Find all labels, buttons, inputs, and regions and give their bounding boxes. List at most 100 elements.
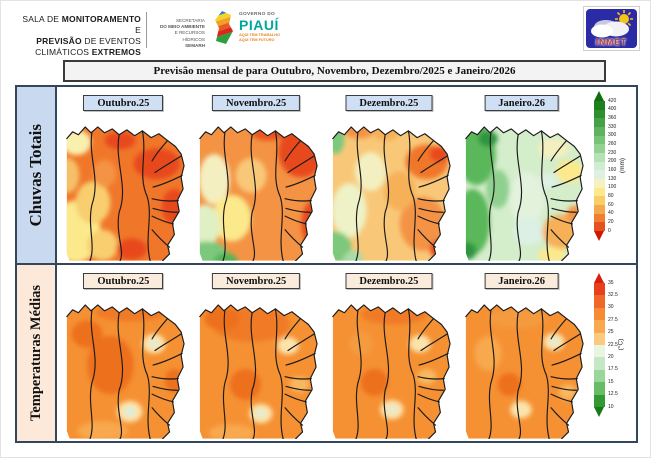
colorbar-tick: 32.5 (608, 291, 618, 298)
header: SALA DE MONITORAMENTO E PREVISÃO DE EVENT… (1, 1, 650, 57)
colorbar-tick: 80 (608, 192, 614, 199)
bulletin-title: Previsão mensal de para Outubro, Novembr… (153, 65, 516, 77)
title-bar: Previsão mensal de para Outubro, Novembr… (63, 60, 606, 82)
map-panel: Dezembro.25 (323, 87, 456, 263)
colorbar-tick: 420 (608, 97, 617, 104)
row-title-temperaturas: Temperaturas Médias (27, 285, 44, 421)
colorbar-segment (594, 144, 605, 154)
map-panel: Novembro.25 (190, 265, 323, 441)
colorbar-segment (594, 394, 605, 408)
header-text-line: SEMARH (185, 42, 205, 48)
month-label: Novembro.25 (212, 273, 301, 289)
colorbar-tick: 30 (608, 304, 614, 311)
forecast-map-temp-Dezembro.25 (332, 304, 451, 439)
colorbar-tick: 25 (608, 329, 614, 336)
month-label: Janeiro.26 (484, 273, 560, 289)
colorbar-tick: 160 (608, 166, 617, 173)
colorbar-segment (594, 222, 605, 232)
colorbar-tick: 20 (608, 353, 614, 360)
colorbar-temp: 35 32.5 30 27.5 25 22.5 20 17.5 15 12.5 10 (°C) (588, 265, 636, 441)
colorbar-arrow-bottom (594, 407, 604, 417)
colorbar-tick: 260 (608, 140, 617, 147)
colorbar-segment (594, 382, 605, 396)
forecast-map-precip-Outubro.25 (66, 126, 186, 261)
colorbar-tick: 330 (608, 123, 617, 130)
colorbar-tick: 300 (608, 132, 617, 139)
colorbar-segment (594, 101, 605, 111)
inmet-wordmark: INMET (595, 37, 628, 47)
inmet-logo-box: INMET (586, 9, 637, 48)
row-title-chuvas: Chuvas Totais (26, 123, 45, 227)
colorbar-arrow-bottom (594, 231, 604, 241)
colorbar-segment (594, 109, 605, 119)
header-divider (146, 12, 147, 48)
colorbar-segment (594, 332, 605, 346)
colorbar-tick: 360 (608, 114, 617, 121)
row-temperaturas-medias: Temperaturas Médias Outubro.25 Novembro.2… (15, 263, 638, 443)
month-label: Outubro.25 (83, 95, 164, 111)
piaui-tagline-1: AQUI TEM TRABALHO (239, 33, 280, 38)
colorbar-segment (594, 369, 605, 383)
month-label: Dezembro.25 (345, 273, 433, 289)
month-label: Outubro.25 (83, 273, 164, 289)
colorbar-segment (594, 118, 605, 128)
header-text-line: PREVISÃO DE EVENTOS (36, 36, 141, 47)
colorbar-segment (594, 295, 605, 309)
colorbar-unit: (°C) (617, 338, 625, 351)
map-panel: Janeiro.26 (455, 265, 588, 441)
month-label: Novembro.25 (212, 95, 301, 111)
colorbar-tick: 200 (608, 158, 617, 165)
row-chuvas-totais: Chuvas Totais Outubro.25 Novembro.25 Dezem… (15, 85, 638, 265)
colorbar-tick: 20 (608, 218, 614, 225)
colorbar-tick: 35 (608, 279, 614, 286)
sala-monitoramento-title: SALA DE MONITORAMENTO E PREVISÃO DE EVENT… (19, 14, 141, 58)
governo-do-label: GOVERNO DO (239, 11, 276, 17)
semarh-logo-text: SECRETARIA DO MEIO AMBIENTE E RECURSOS HÍD… (151, 18, 205, 49)
forecast-map-temp-Outubro.25 (66, 304, 186, 439)
colorbar-tick: 22.5 (608, 341, 618, 348)
colorbar-tick: 100 (608, 184, 617, 191)
header-text-line: CLIMÁTICOS EXTREMOS (35, 47, 141, 58)
colorbar-segment (594, 135, 605, 145)
month-label: Dezembro.25 (345, 95, 433, 111)
row-label-strip-precip: Chuvas Totais (17, 87, 57, 263)
piaui-logo-text: GOVERNO DO PIAUÍ AQUI TEM TRABALHO AQUI … (239, 11, 280, 44)
colorbar-segment (594, 127, 605, 137)
piaui-name: PIAUÍ (239, 17, 279, 34)
maps-row-temp: Outubro.25 Novembro.25 Dezembro.25 Janeiro.… (57, 265, 636, 441)
map-panel: Dezembro.25 (323, 265, 456, 441)
forecast-rows: Chuvas Totais Outubro.25 Novembro.25 Dezem… (15, 85, 638, 443)
colorbar-segment (594, 213, 605, 223)
forecast-map-precip-Novembro.25 (199, 126, 318, 261)
map-panel: Outubro.25 (57, 87, 190, 263)
colorbar-tick: 17.5 (608, 366, 618, 373)
header-text-line: DO MEIO AMBIENTE (159, 24, 205, 30)
colorbar-precip: 420 400 360 330 300 260 230 200 160 130 100 80 60 40 2… (588, 87, 636, 263)
colorbar-tick: 0 (608, 227, 611, 234)
header-text-line: SALA DE MONITORAMENTO E (22, 14, 141, 36)
forecast-map-precip-Dezembro.25 (332, 126, 451, 261)
colorbar-tick: 230 (608, 149, 617, 156)
colorbar-segment (594, 205, 605, 215)
forecast-map-precip-Janeiro.26 (464, 126, 584, 261)
row-label-strip-temp: Temperaturas Médias (17, 265, 57, 441)
colorbar-tick: 12.5 (608, 391, 618, 398)
colorbar-segment (594, 170, 605, 180)
piaui-tagline-2: AQUI TEM FUTURO (239, 38, 275, 43)
colorbar-tick: 10 (608, 403, 614, 410)
forecast-map-temp-Janeiro.26 (464, 304, 584, 439)
colorbar-segment (594, 345, 605, 358)
colorbar-segment (594, 161, 605, 171)
colorbar-segment (594, 320, 605, 334)
colorbar-tick: 27.5 (608, 316, 618, 323)
colorbar-tick: 400 (608, 106, 617, 113)
colorbar-arrow-top (594, 273, 604, 283)
map-panel: Outubro.25 (57, 265, 190, 441)
colorbar-tick: 15 (608, 378, 614, 385)
colorbar-tick: 40 (608, 210, 614, 217)
forecast-map-temp-Novembro.25 (199, 304, 318, 439)
header-text-line: E RECURSOS HÍDRICOS (174, 30, 205, 42)
header-text-line: SECRETARIA (175, 18, 205, 23)
colorbar-segment (594, 153, 605, 163)
